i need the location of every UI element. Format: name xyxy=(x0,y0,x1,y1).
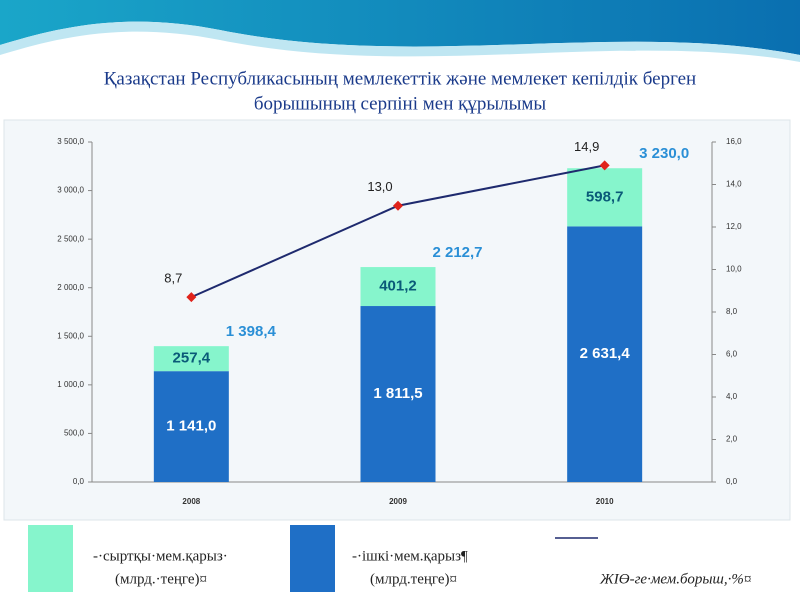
subtitle: борышының серпіні мен құрылымы xyxy=(254,93,547,114)
x-tick-label: 2010 xyxy=(596,497,614,506)
y2-tick-label: 16,0 xyxy=(726,137,742,146)
data-label: 1 811,5 xyxy=(373,385,422,402)
legend-label: ЖІӨ-ге·мем.борыш,·%¤ xyxy=(599,571,751,587)
plot: 0,0 500,0 1 000,0 1 500,0 2 000,0 2 500,0 3 00… xyxy=(57,137,742,506)
bar-segment xyxy=(360,306,436,482)
legend-label: (млрд.теңге)¤ xyxy=(370,571,457,587)
line-marker xyxy=(599,160,610,171)
bar-segment xyxy=(360,267,436,307)
header-wave-light xyxy=(0,21,800,62)
title: Қазақстан Республикасының мемлекеттік жә… xyxy=(104,68,696,89)
y-tick-label: 500,0 xyxy=(64,429,85,438)
data-label: 2 631,4 xyxy=(580,345,631,362)
x-tick-label: 2008 xyxy=(182,497,200,506)
y2-tick-label: 6,0 xyxy=(726,350,738,359)
y-tick-label: 2 000,0 xyxy=(57,283,84,292)
line-marker xyxy=(186,292,197,303)
y2-tick-label: 12,0 xyxy=(726,222,742,231)
y2-tick-label: 0,0 xyxy=(726,477,738,486)
y-tick-label: 3 500,0 xyxy=(57,137,84,146)
legend-label: (млрд.·теңге)¤ xyxy=(115,571,207,587)
line-label: 13,0 xyxy=(367,179,392,194)
bar-segment xyxy=(567,226,643,482)
bar-segment xyxy=(567,168,643,227)
total-label: 1 398,4 xyxy=(226,323,277,340)
y-tick-label: 1 500,0 xyxy=(57,331,84,340)
y2-tick-label: 2,0 xyxy=(726,435,738,444)
y-tick-label: 2 500,0 xyxy=(57,234,84,243)
line-label: 14,9 xyxy=(574,139,599,154)
legend-swatch xyxy=(28,525,73,592)
line-label: 8,7 xyxy=(164,271,182,286)
y-tick-label: 3 000,0 xyxy=(57,186,84,195)
header-wave xyxy=(0,0,800,55)
y-tick-label: 1 000,0 xyxy=(57,380,84,389)
y2-tick-label: 10,0 xyxy=(726,265,742,274)
line-marker xyxy=(393,200,403,211)
x-tick-label: 2009 xyxy=(389,497,407,506)
bar-segment xyxy=(153,346,229,372)
legend-label: -·сыртқы·мем.қарыз· xyxy=(93,548,228,564)
y2-tick-label: 14,0 xyxy=(726,180,742,189)
bar-segment xyxy=(153,371,229,482)
legend-label: -·ішкі·мем.қарыз¶ xyxy=(352,548,468,564)
total-label: 3 230,0 xyxy=(639,145,689,162)
data-label: 401,2 xyxy=(379,278,417,295)
y2-tick-label: 4,0 xyxy=(726,392,738,401)
data-label: 257,4 xyxy=(173,350,211,367)
data-label: 598,7 xyxy=(586,188,624,205)
y2-tick-label: 8,0 xyxy=(726,307,738,316)
legend-swatch xyxy=(290,525,335,592)
total-label: 2 212,7 xyxy=(432,244,482,261)
data-label: 1 141,0 xyxy=(166,418,216,435)
y-tick-label: 0,0 xyxy=(73,477,85,486)
